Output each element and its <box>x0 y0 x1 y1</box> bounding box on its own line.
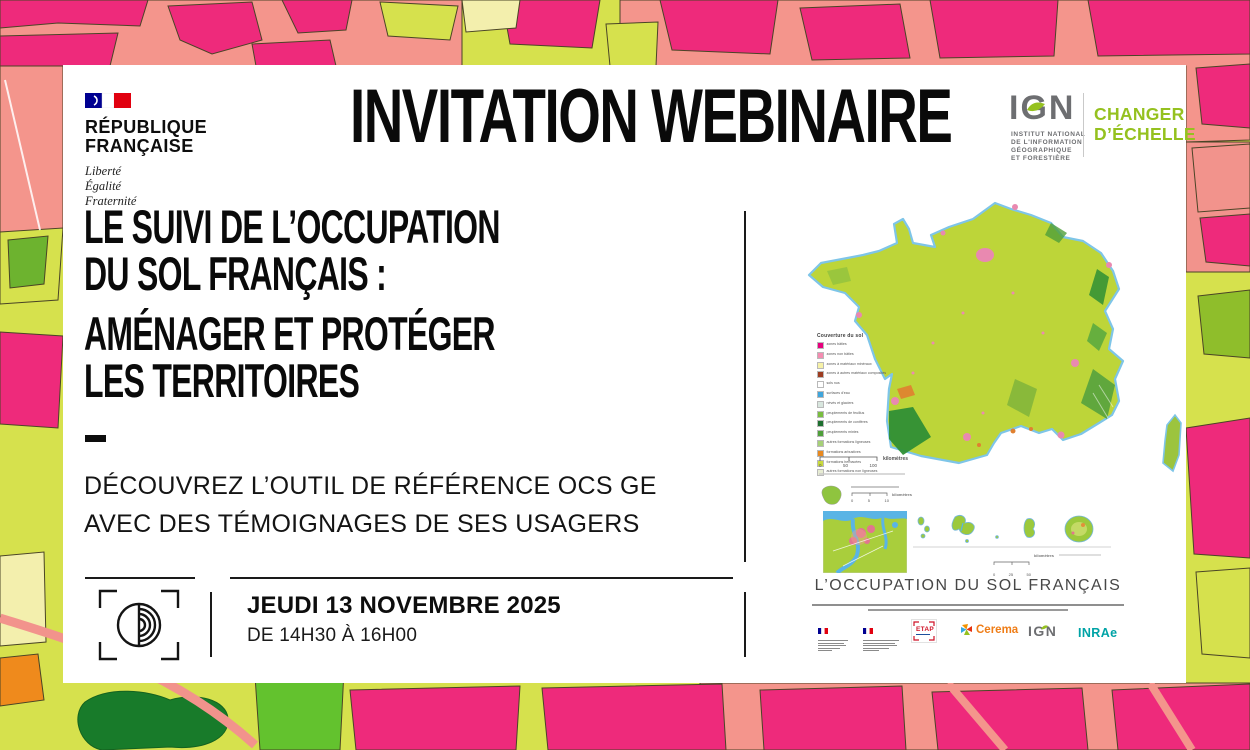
cerema-logo: Cerema <box>960 623 1018 636</box>
inrae-logo: INRAe <box>1078 626 1118 640</box>
etap-logo: ETAP <box>911 619 937 643</box>
column-divider <box>744 211 746 562</box>
main-title-line-3: AMÉNAGER ET PROTÉGER <box>84 307 495 360</box>
map-legend: Couverture du sol zones bâties zones non… <box>817 333 891 479</box>
legend-item: surfaces d'eau <box>817 390 891 398</box>
legend-title: Couverture du sol <box>817 333 864 339</box>
scale-unit: kilomètres <box>883 456 909 462</box>
invitation-card: RÉPUBLIQUE FRANÇAISE Liberté Égalité Fra… <box>63 65 1196 683</box>
etap-corner-marks-icon <box>913 621 935 641</box>
subtitle-line-2: AVEC DES TÉMOIGNAGES DE SES USAGERS <box>84 510 640 538</box>
france-landcover-map <box>807 201 1182 473</box>
legend-swatch <box>817 430 824 438</box>
title-dash <box>85 435 106 442</box>
legend-item: formations herbacées <box>817 459 891 467</box>
legend-swatch <box>817 342 824 349</box>
main-title-line-4: LES TERRITOIRES <box>84 354 360 407</box>
event-time: DE 14H30 À 16H00 <box>247 625 418 646</box>
main-title-line-1: LE SUIVI DE L’OCCUPATION <box>84 200 500 253</box>
legend-swatch <box>817 469 824 477</box>
republique-label: RÉPUBLIQUE <box>85 117 208 137</box>
event-date: JEUDI 13 NOVEMBRE 2025 <box>247 592 561 619</box>
legend-item: zones à autres matériaux composites <box>817 371 891 379</box>
legend-item: zones à matériaux minéraux <box>817 361 891 369</box>
legend-item: zones non bâties <box>817 351 891 359</box>
motto-egalite: Égalité <box>85 179 122 193</box>
legend-item: sols nus <box>817 381 891 389</box>
legend-item: névés et glaciers <box>817 400 891 408</box>
legend-swatch <box>817 381 824 389</box>
page-title: INVITATION WEBINAIRE <box>349 74 953 159</box>
poster-caption-line-2 <box>868 609 1068 611</box>
legend-item: autres formations ligneuses <box>817 439 891 447</box>
legend-item: formations arbustives <box>817 449 891 457</box>
motto-fraternite: Fraternité <box>85 194 137 208</box>
rule-above-date <box>230 577 733 579</box>
overseas-islands-maps <box>913 515 1111 548</box>
legend-item: peuplements mixtes <box>817 430 891 438</box>
legend-item: zones bâties <box>817 342 891 349</box>
french-flag-icon <box>85 92 131 109</box>
guyane-inset-icon <box>821 485 842 505</box>
legend-item: peuplements de conifères <box>817 420 891 428</box>
islands-source-fineprint <box>1059 554 1102 556</box>
republique-francaise-logo: RÉPUBLIQUE FRANÇAISE Liberté Égalité Fra… <box>85 92 208 209</box>
legend-swatch <box>817 459 824 467</box>
legend-swatch <box>817 449 824 457</box>
main-title-line-2: DU SOL FRANÇAIS : <box>84 247 387 300</box>
french-flag-icon <box>863 627 873 635</box>
subtitle-line-1: DÉCOUVREZ L’OUTIL DE RÉFÉRENCE OCS GE <box>84 472 657 500</box>
legend-swatch <box>817 410 824 418</box>
poster-title: L’OCCUPATION DU SOL FRANÇAIS <box>814 577 1122 594</box>
islands-scalebar: 0 25 50 kilomètres <box>993 553 1102 577</box>
legend-swatch <box>817 439 824 447</box>
ign-tagline: CHANGER D’ÉCHELLE <box>1094 104 1196 144</box>
legend-swatch <box>817 420 824 428</box>
legend-swatch <box>817 400 824 408</box>
ign-leaf-icon <box>1041 625 1048 630</box>
ministry-logo-1 <box>818 621 854 651</box>
scalebar-icon <box>851 492 888 496</box>
tick-left <box>210 592 212 657</box>
map-copyright-fineprint <box>819 473 905 475</box>
motto-liberte: Liberté <box>85 164 122 178</box>
french-flag-icon <box>818 627 828 635</box>
legend-item: autres formations non ligneuses <box>817 469 891 477</box>
guyane-scalebar: kilomètres 0 5 10 <box>851 492 913 503</box>
scalebar-icon <box>819 456 878 461</box>
legend-swatch <box>817 390 824 398</box>
ign-descriptor: INSTITUT NATIONAL DE L'INFORMATION GÉOGR… <box>1011 131 1086 162</box>
logo-divider <box>1083 93 1084 157</box>
poster-caption-line-1 <box>812 604 1124 606</box>
legend-swatch <box>817 351 824 359</box>
legend-swatch <box>817 371 824 379</box>
ign-leaf-icon <box>1027 102 1045 112</box>
guyane-inset-label <box>851 486 899 488</box>
ign-mini-logo: IGN <box>1028 623 1058 639</box>
etap-underline <box>916 634 930 635</box>
cerema-pinwheel-icon <box>961 624 972 635</box>
legend-item: peuplements de feuillus <box>817 410 891 418</box>
viewfinder-eye-icon <box>98 589 180 661</box>
ign-logo: IGN <box>1009 89 1076 127</box>
ministry-logo-2 <box>863 621 903 651</box>
scalebar-icon <box>993 561 1030 565</box>
francaise-label: FRANÇAISE <box>85 136 194 156</box>
legend-swatch <box>817 361 824 369</box>
guyane-coast-inset-map <box>823 511 907 573</box>
map-scalebar: kilomètres 0 50 100 <box>819 456 909 468</box>
tick-right <box>744 592 746 657</box>
rule-above-icon <box>85 577 195 579</box>
